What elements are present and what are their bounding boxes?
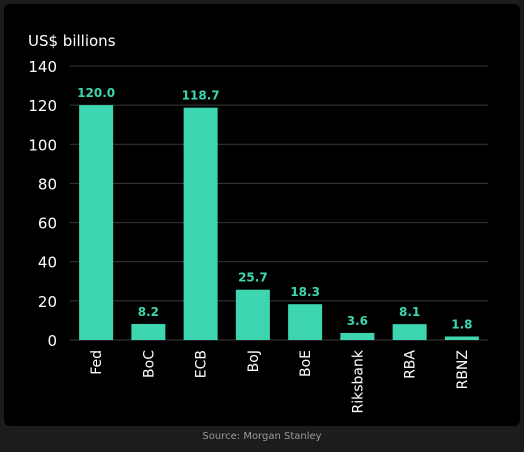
- y-tick-label: 80: [38, 175, 57, 193]
- y-tick-label: 20: [38, 293, 57, 311]
- y-tick-label: 60: [38, 215, 57, 233]
- data-label: 8.2: [138, 305, 159, 319]
- y-tick-label: 40: [38, 254, 57, 272]
- x-tick-label: RBNZ: [455, 350, 471, 389]
- x-tick-label: BoE: [298, 350, 314, 377]
- bar: [340, 332, 375, 340]
- bar: [79, 105, 114, 341]
- x-tick-label: Riksbank: [350, 349, 366, 413]
- data-label: 120.0: [77, 86, 115, 100]
- y-tick-label: 140: [28, 58, 57, 76]
- source-caption: Source: Morgan Stanley: [202, 431, 322, 442]
- x-tick-label: BoC: [141, 350, 157, 378]
- x-tick-label: BoJ: [246, 350, 262, 372]
- bar: [392, 324, 427, 340]
- data-label: 8.1: [399, 305, 420, 319]
- x-tick-label: ECB: [194, 350, 210, 378]
- y-tick-label: 120: [28, 97, 57, 115]
- bar: [288, 304, 323, 340]
- bar: [183, 107, 218, 341]
- data-label: 3.6: [347, 314, 368, 328]
- y-tick-label: 0: [47, 332, 57, 350]
- x-tick-label: Fed: [89, 350, 105, 375]
- bar: [131, 323, 166, 340]
- data-label: 25.7: [238, 271, 268, 285]
- y-axis-unit-label: US$ billions: [28, 32, 116, 50]
- x-tick-label: RBA: [403, 350, 419, 379]
- data-label: 118.7: [182, 89, 220, 103]
- y-tick-label: 100: [28, 136, 57, 154]
- data-label: 18.3: [290, 285, 320, 299]
- data-label: 1.8: [451, 317, 472, 331]
- bar: [235, 289, 270, 340]
- bar: [444, 336, 479, 340]
